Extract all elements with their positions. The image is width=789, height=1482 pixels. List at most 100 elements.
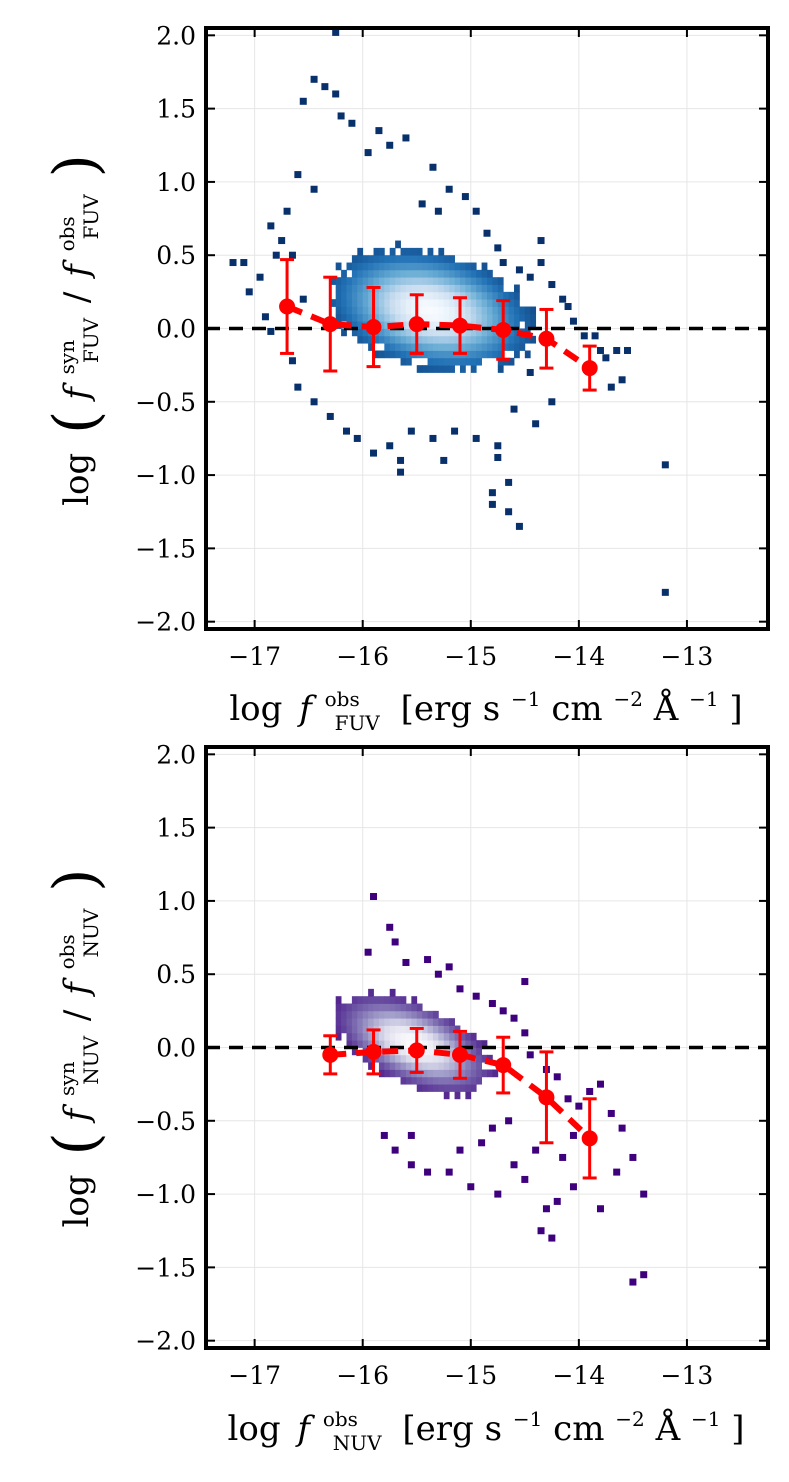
density-cell xyxy=(427,1062,434,1070)
density-cell xyxy=(384,1025,391,1034)
density-cell xyxy=(395,1003,401,1012)
x-tick-label: −15 xyxy=(444,642,497,671)
density-cell xyxy=(378,1032,385,1041)
density-cell xyxy=(481,350,488,359)
density-cell xyxy=(443,299,450,307)
density-cell xyxy=(357,262,364,271)
sparse-cell xyxy=(661,461,669,469)
density-cell xyxy=(438,269,445,278)
density-cell xyxy=(368,277,374,285)
density-cell xyxy=(362,299,369,307)
density-cell xyxy=(405,255,412,263)
density-cell xyxy=(351,328,358,337)
density-cell xyxy=(476,1040,482,1048)
nuv-median-series xyxy=(322,1026,598,1180)
density-cell xyxy=(519,343,526,351)
density-cell xyxy=(465,1040,472,1048)
density-cell xyxy=(362,1054,369,1063)
sparse-cell xyxy=(375,127,383,135)
density-cell xyxy=(432,284,439,293)
density-cell xyxy=(395,262,401,271)
density-cell xyxy=(384,313,391,322)
sparse-cell xyxy=(467,1183,475,1191)
density-cell xyxy=(432,306,439,315)
sparse-cell xyxy=(364,149,372,157)
density-cell xyxy=(459,306,466,315)
sparse-cell xyxy=(526,368,534,376)
density-cell xyxy=(438,1054,445,1063)
density-cell xyxy=(497,306,504,315)
sparse-cell xyxy=(370,893,378,901)
density-cell xyxy=(470,1076,477,1085)
density-cell xyxy=(357,1025,364,1034)
density-cell xyxy=(487,277,493,285)
density-cell xyxy=(384,299,391,307)
density-cell xyxy=(427,262,434,271)
density-cell xyxy=(438,247,445,256)
density-cell xyxy=(395,255,401,263)
sparse-cell xyxy=(499,1007,507,1015)
density-cell xyxy=(400,335,407,344)
density-cell xyxy=(454,1032,461,1041)
density-cell xyxy=(459,269,466,278)
density-cell xyxy=(405,357,412,366)
density-cell xyxy=(362,262,369,271)
median-point xyxy=(495,1057,512,1074)
density-cell xyxy=(497,291,504,300)
density-cell xyxy=(341,1010,347,1019)
density-cell xyxy=(357,321,364,329)
density-cell xyxy=(443,1076,450,1085)
density-cell xyxy=(346,313,353,322)
density-cell xyxy=(524,321,531,329)
density-cell xyxy=(492,291,499,300)
density-cell xyxy=(351,313,358,322)
sparse-cell xyxy=(564,1095,572,1103)
density-cell xyxy=(454,1062,461,1070)
density-cell xyxy=(405,277,412,285)
median-point xyxy=(538,1089,555,1106)
density-cell xyxy=(378,328,385,337)
density-cell xyxy=(395,328,401,337)
y-tick-label: −1.0 xyxy=(135,461,196,490)
sparse-cell xyxy=(445,1168,453,1176)
density-cell xyxy=(384,1069,391,1078)
density-cell xyxy=(351,306,358,315)
density-cell xyxy=(459,335,466,344)
density-cell xyxy=(405,1025,412,1034)
sparse-cell xyxy=(559,1153,567,1161)
y-tick-label: −0.5 xyxy=(135,388,196,417)
density-cell xyxy=(389,255,396,263)
x-tick-label: −17 xyxy=(228,642,281,671)
density-cell xyxy=(368,299,374,307)
fuv-y-axis-label: log ( f syn FUV / f obs FUV ) xyxy=(41,154,111,506)
density-cell xyxy=(427,1018,434,1026)
density-cell xyxy=(492,299,499,307)
density-cell xyxy=(341,269,347,278)
density-cell xyxy=(395,1062,401,1070)
density-cell xyxy=(346,284,353,293)
density-cell xyxy=(427,284,434,293)
density-cell xyxy=(514,328,520,337)
density-cell xyxy=(351,1047,358,1056)
density-cell xyxy=(443,365,450,373)
sparse-cell xyxy=(310,185,318,193)
density-cell xyxy=(362,1040,369,1048)
density-cell xyxy=(438,1032,445,1041)
sparse-cell xyxy=(494,244,502,252)
density-cell xyxy=(411,1018,418,1026)
density-cell xyxy=(454,1040,461,1048)
density-cell xyxy=(389,1018,396,1026)
density-cell xyxy=(432,1062,439,1070)
sparse-cell xyxy=(407,427,415,435)
density-cell xyxy=(362,1025,369,1034)
density-cell xyxy=(432,277,439,285)
density-cell xyxy=(351,1040,358,1048)
sparse-cell xyxy=(537,1227,545,1235)
density-cell xyxy=(514,321,520,329)
density-cell xyxy=(459,365,466,373)
density-cell xyxy=(362,996,369,1004)
density-cell xyxy=(465,284,472,293)
y-tick-label: 1.0 xyxy=(156,887,196,916)
density-cell xyxy=(416,1032,423,1041)
density-cell xyxy=(351,996,358,1004)
